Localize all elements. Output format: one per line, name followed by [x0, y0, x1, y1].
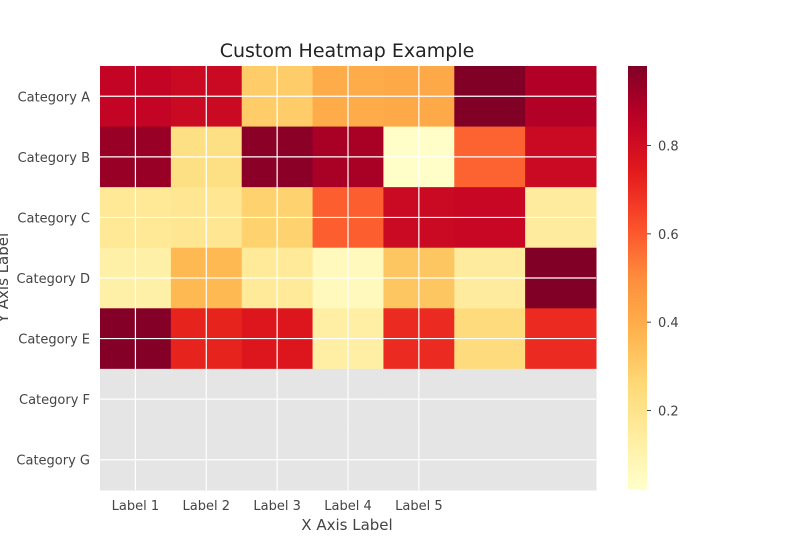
y-tick-label: Category E: [18, 333, 90, 348]
y-tick-label: Category B: [18, 151, 90, 166]
colorbar-tick-label: 0.8: [658, 140, 679, 155]
chart-title: Custom Heatmap Example: [220, 40, 475, 62]
colorbar-tick-label: 0.6: [658, 228, 679, 243]
y-tick-label: Category F: [19, 393, 90, 408]
colorbar-ticks: 0.2 0.4 0.6 0.8: [647, 140, 679, 420]
x-tick-label: Label 2: [183, 499, 230, 514]
y-tick-label: Category C: [17, 211, 90, 226]
x-axis-label: X Axis Label: [301, 516, 392, 534]
grid-lines: [100, 66, 596, 490]
y-tick-label: Category D: [16, 272, 90, 287]
x-tick-labels: Label 1 Label 2 Label 3 Label 4 Label 5: [112, 499, 443, 514]
x-tick-label: Label 5: [395, 499, 442, 514]
colorbar-tick-label: 0.4: [658, 316, 679, 331]
y-axis-label: Y Axis Label: [0, 233, 12, 324]
x-tick-label: Label 1: [112, 499, 159, 514]
y-tick-labels: Category A Category B Category C Category D…: [16, 90, 90, 468]
colorbar: [628, 66, 647, 490]
x-tick-label: Label 4: [324, 499, 371, 514]
x-tick-label: Label 3: [253, 499, 300, 514]
y-tick-label: Category A: [18, 90, 91, 105]
colorbar-tick-label: 0.2: [658, 405, 679, 420]
y-tick-label: Category G: [16, 454, 90, 469]
